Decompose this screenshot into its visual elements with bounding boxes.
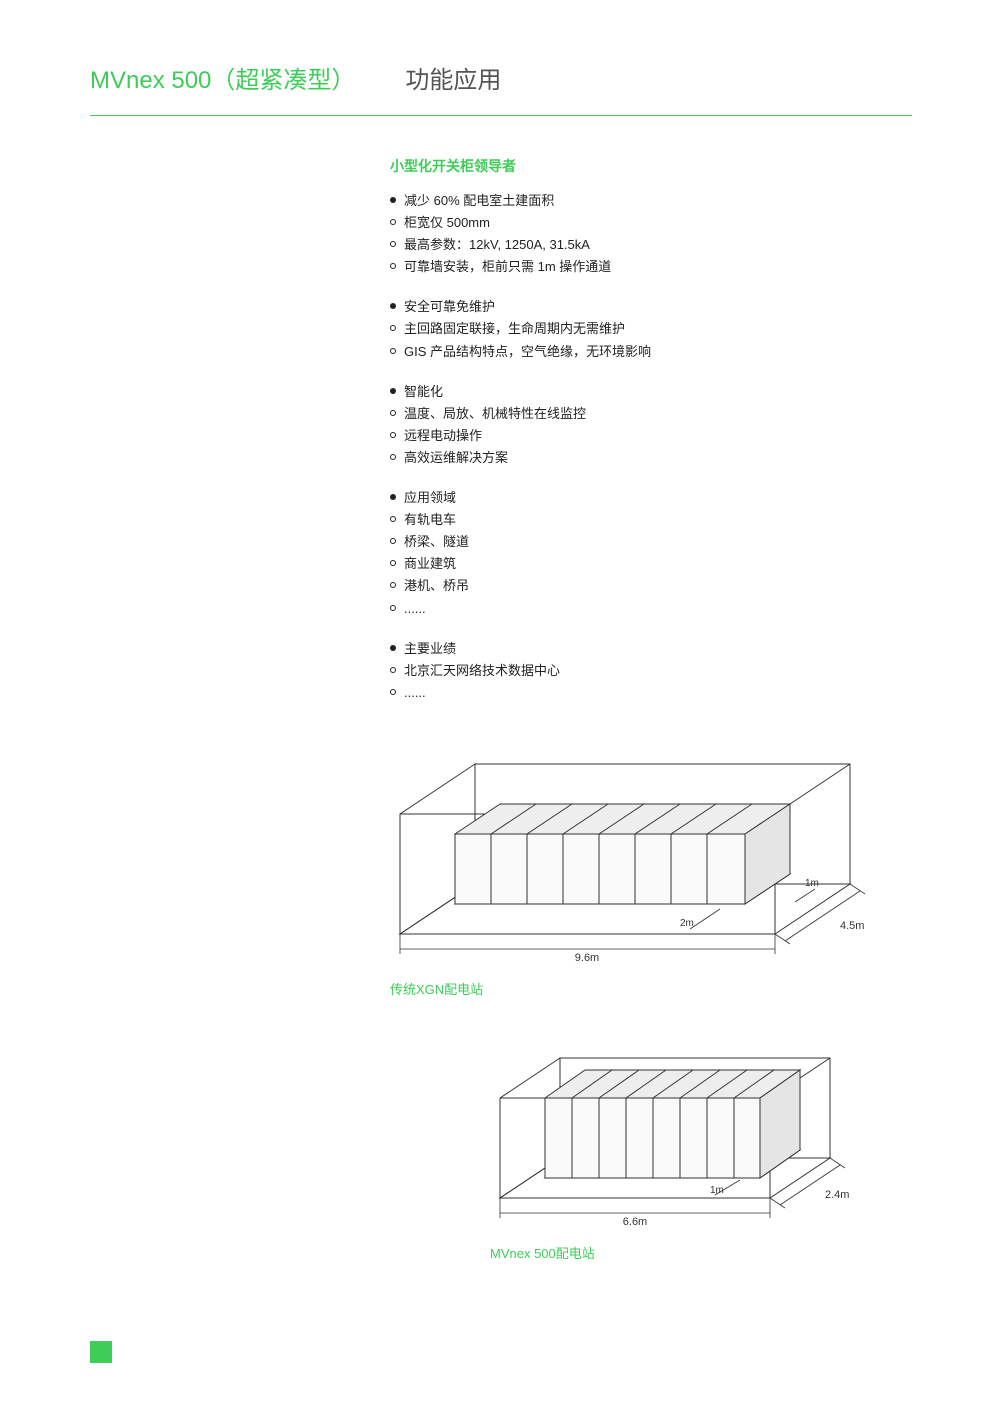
list-item: 主回路固定联接，生命周期内无需维护: [390, 318, 912, 340]
bullet-hollow-icon: [390, 410, 396, 416]
bullet-hollow-icon: [390, 605, 396, 611]
diagram-traditional-svg: 9.6m 4.5m 2m 1m: [390, 734, 880, 964]
bullet-hollow-icon: [390, 348, 396, 354]
footer-marker: [90, 1341, 112, 1363]
group-head: 减少 60% 配电室土建面积: [390, 190, 912, 212]
bullet-solid-icon: [390, 494, 396, 500]
list-item-text: 北京汇天网络技术数据中心: [404, 660, 560, 682]
bullet-hollow-icon: [390, 689, 396, 695]
bullet-hollow-icon: [390, 538, 396, 544]
bullet-hollow-icon: [390, 560, 396, 566]
list-item: 可靠墙安装，柜前只需 1m 操作通道: [390, 256, 912, 278]
diagram-mvnex-svg: 6.6m 2.4m 1m: [490, 1028, 860, 1228]
list-item-text: 桥梁、隧道: [404, 531, 469, 553]
section-title: 小型化开关柜领导者: [390, 156, 912, 176]
list-item: 有轨电车: [390, 509, 912, 531]
group-head-text: 智能化: [404, 381, 443, 403]
list-item: 北京汇天网络技术数据中心: [390, 660, 912, 682]
list-item: ......: [390, 598, 912, 620]
list-item-text: GIS 产品结构特点，空气绝缘，无环境影响: [404, 341, 651, 363]
feature-groups: 减少 60% 配电室土建面积柜宽仅 500mm最高参数：12kV, 1250A,…: [390, 190, 912, 704]
list-item-text: 柜宽仅 500mm: [404, 212, 490, 234]
dim-front-2: 1m: [710, 1185, 724, 1196]
bullet-hollow-icon: [390, 582, 396, 588]
bullet-hollow-icon: [390, 263, 396, 269]
feature-group: 减少 60% 配电室土建面积柜宽仅 500mm最高参数：12kV, 1250A,…: [390, 190, 912, 278]
bullet-hollow-icon: [390, 241, 396, 247]
feature-group: 智能化温度、局放、机械特性在线监控远程电动操作高效运维解决方案: [390, 381, 912, 469]
list-item-text: 最高参数：12kV, 1250A, 31.5kA: [404, 234, 590, 256]
group-head-text: 安全可靠免维护: [404, 296, 495, 318]
bullet-hollow-icon: [390, 516, 396, 522]
list-item: 高效运维解决方案: [390, 447, 912, 469]
bullet-hollow-icon: [390, 325, 396, 331]
feature-group: 应用领域有轨电车桥梁、隧道商业建筑港机、桥吊......: [390, 487, 912, 620]
diagram-mvnex: 6.6m 2.4m 1m MVnex 500配电站: [490, 1028, 912, 1262]
bullet-hollow-icon: [390, 667, 396, 673]
list-item: 最高参数：12kV, 1250A, 31.5kA: [390, 234, 912, 256]
group-head: 智能化: [390, 381, 912, 403]
group-head-text: 主要业绩: [404, 638, 456, 660]
group-head: 应用领域: [390, 487, 912, 509]
list-item-text: 高效运维解决方案: [404, 447, 508, 469]
feature-group: 安全可靠免维护主回路固定联接，生命周期内无需维护GIS 产品结构特点，空气绝缘，…: [390, 296, 912, 362]
group-head: 主要业绩: [390, 638, 912, 660]
list-item: 远程电动操作: [390, 425, 912, 447]
feature-group: 主要业绩北京汇天网络技术数据中心......: [390, 638, 912, 704]
diagram-mvnex-caption: MVnex 500配电站: [490, 1243, 912, 1262]
list-item-text: 商业建筑: [404, 553, 456, 575]
dim-width-2: 6.6m: [623, 1216, 647, 1228]
bullet-solid-icon: [390, 645, 396, 651]
list-item: ......: [390, 682, 912, 704]
list-item-text: ......: [404, 682, 426, 704]
list-item: 桥梁、隧道: [390, 531, 912, 553]
bullet-solid-icon: [390, 303, 396, 309]
list-item: 温度、局放、机械特性在线监控: [390, 403, 912, 425]
dim-width-1: 9.6m: [575, 952, 599, 964]
diagram-traditional: 9.6m 4.5m 2m 1m 传统XGN配电站: [390, 734, 912, 998]
list-item: 港机、桥吊: [390, 575, 912, 597]
dim-depth-2: 2.4m: [825, 1189, 849, 1201]
list-item-text: ......: [404, 598, 426, 620]
dim-side-1: 1m: [805, 878, 819, 889]
group-head-text: 应用领域: [404, 487, 456, 509]
bullet-solid-icon: [390, 388, 396, 394]
list-item: 商业建筑: [390, 553, 912, 575]
bullet-hollow-icon: [390, 219, 396, 225]
list-item-text: 可靠墙安装，柜前只需 1m 操作通道: [404, 256, 611, 278]
list-item-text: 港机、桥吊: [404, 575, 469, 597]
page-header: MVnex 500（超紧凑型） 功能应用: [90, 60, 912, 95]
diagram-traditional-caption: 传统XGN配电站: [390, 979, 912, 998]
dim-depth-1: 4.5m: [840, 920, 864, 932]
list-item-text: 有轨电车: [404, 509, 456, 531]
main-content: 小型化开关柜领导者 减少 60% 配电室土建面积柜宽仅 500mm最高参数：12…: [390, 156, 912, 1262]
list-item: GIS 产品结构特点，空气绝缘，无环境影响: [390, 341, 912, 363]
list-item-text: 远程电动操作: [404, 425, 482, 447]
list-item-text: 温度、局放、机械特性在线监控: [404, 403, 586, 425]
header-rule: [90, 115, 912, 116]
bullet-hollow-icon: [390, 454, 396, 460]
dim-front-1: 2m: [680, 918, 694, 929]
bullet-solid-icon: [390, 197, 396, 203]
group-head: 安全可靠免维护: [390, 296, 912, 318]
list-item: 柜宽仅 500mm: [390, 212, 912, 234]
title-section: 功能应用: [405, 60, 501, 95]
list-item-text: 主回路固定联接，生命周期内无需维护: [404, 318, 625, 340]
group-head-text: 减少 60% 配电室土建面积: [404, 190, 554, 212]
bullet-hollow-icon: [390, 432, 396, 438]
title-product: MVnex 500（超紧凑型）: [90, 60, 355, 95]
